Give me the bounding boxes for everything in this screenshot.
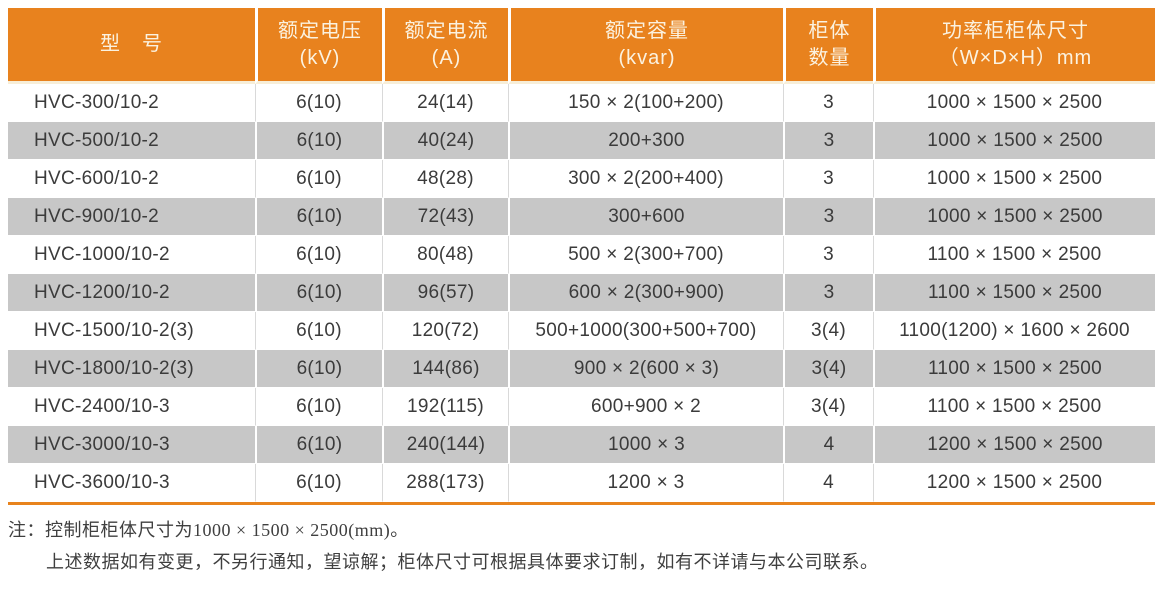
cell-cabinet-count: 3(4) [783, 388, 873, 426]
table-row: HVC-600/10-2 6(10) 48(28) 300 × 2(200+400) 3… [8, 160, 1155, 198]
spec-table: 型 号额定电压 (kV) 额定电流 (A) 额定容量 (kvar) 柜体 数量 功率柜柜体尺寸（… [8, 8, 1155, 502]
cell-cabinet-count: 3 [783, 236, 873, 274]
cell-rated-current: 48(28) [382, 160, 508, 198]
cell-model: HVC-3600/10-3 [8, 464, 255, 502]
header-row: 型 号额定电压 (kV) 额定电流 (A) 额定容量 (kvar) 柜体 数量 功率柜柜体尺寸（… [8, 8, 1155, 84]
cell-cabinet-count: 3(4) [783, 312, 873, 350]
cell-model: HVC-1000/10-2 [8, 236, 255, 274]
cell-model: HVC-1800/10-2(3) [8, 350, 255, 388]
table-body: HVC-300/10-2 6(10) 24(14) 150 × 2(100+200) 3… [8, 84, 1155, 502]
cell-rated-voltage: 6(10) [255, 388, 382, 426]
table-row: HVC-2400/10-3 6(10) 192(115) 600+900 × 2 3(4… [8, 388, 1155, 426]
cell-cabinet-size: 1000 × 1500 × 2500 [873, 160, 1155, 198]
table-row: HVC-1000/10-2 6(10) 80(48) 500 × 2(300+700)… [8, 236, 1155, 274]
cell-cabinet-count: 3 [783, 160, 873, 198]
cell-cabinet-size: 1100 × 1500 × 2500 [873, 236, 1155, 274]
cell-rated-current: 96(57) [382, 274, 508, 312]
cell-model: HVC-3000/10-3 [8, 426, 255, 464]
cell-cabinet-size: 1000 × 1500 × 2500 [873, 122, 1155, 160]
cell-cabinet-count: 3 [783, 122, 873, 160]
cell-model: HVC-1200/10-2 [8, 274, 255, 312]
cell-cabinet-count: 3 [783, 198, 873, 236]
column-header-model: 型 号 [8, 8, 255, 84]
catalog-page: 型 号额定电压 (kV) 额定电流 (A) 额定容量 (kvar) 柜体 数量 功率柜柜体尺寸（… [8, 8, 1155, 574]
cell-rated-capacity: 500 × 2(300+700) [508, 236, 783, 274]
cell-rated-voltage: 6(10) [255, 236, 382, 274]
cell-rated-voltage: 6(10) [255, 274, 382, 312]
column-header-cabinet-count: 柜体 数量 [783, 8, 873, 84]
cell-cabinet-size: 1000 × 1500 × 2500 [873, 198, 1155, 236]
cell-rated-capacity: 300 × 2(200+400) [508, 160, 783, 198]
cell-rated-voltage: 6(10) [255, 198, 382, 236]
cell-rated-current: 144(86) [382, 350, 508, 388]
cell-rated-current: 240(144) [382, 426, 508, 464]
table-row: HVC-3600/10-3 6(10) 288(173) 1200 × 3 4 1200 … [8, 464, 1155, 502]
cell-rated-current: 72(43) [382, 198, 508, 236]
cell-rated-voltage: 6(10) [255, 350, 382, 388]
cell-model: HVC-900/10-2 [8, 198, 255, 236]
cell-model: HVC-2400/10-3 [8, 388, 255, 426]
table-row: HVC-1200/10-2 6(10) 96(57) 600 × 2(300+900)… [8, 274, 1155, 312]
cell-rated-voltage: 6(10) [255, 312, 382, 350]
cell-cabinet-count: 3(4) [783, 350, 873, 388]
cell-cabinet-size: 1100 × 1500 × 2500 [873, 388, 1155, 426]
table-row: HVC-300/10-2 6(10) 24(14) 150 × 2(100+200) 3… [8, 84, 1155, 122]
cell-rated-voltage: 6(10) [255, 426, 382, 464]
spec-table-wrap: 型 号额定电压 (kV) 额定电流 (A) 额定容量 (kvar) 柜体 数量 功率柜柜体尺寸（… [8, 8, 1155, 505]
cell-cabinet-size: 1100 × 1500 × 2500 [873, 350, 1155, 388]
cell-rated-capacity: 600 × 2(300+900) [508, 274, 783, 312]
cell-cabinet-size: 1000 × 1500 × 2500 [873, 84, 1155, 122]
cell-rated-current: 120(72) [382, 312, 508, 350]
table-row: HVC-1500/10-2(3) 6(10) 120(72) 500+1000(300… [8, 312, 1155, 350]
cell-rated-current: 288(173) [382, 464, 508, 502]
cell-rated-capacity: 200+300 [508, 122, 783, 160]
column-header-rated-voltage: 额定电压 (kV) [255, 8, 382, 84]
cell-rated-capacity: 1200 × 3 [508, 464, 783, 502]
cell-cabinet-count: 4 [783, 464, 873, 502]
cell-rated-capacity: 900 × 2(600 × 3) [508, 350, 783, 388]
cell-model: HVC-1500/10-2(3) [8, 312, 255, 350]
cell-rated-capacity: 500+1000(300+500+700) [508, 312, 783, 350]
cell-cabinet-count: 3 [783, 274, 873, 312]
note-line-2: 上述数据如有变更，不另行通知，望谅解；柜体尺寸可根据具体要求订制，如有不详请与本… [46, 552, 879, 572]
cell-cabinet-size: 1100 × 1500 × 2500 [873, 274, 1155, 312]
table-row: HVC-900/10-2 6(10) 72(43) 300+600 3 1000 × 15… [8, 198, 1155, 236]
column-header-cabinet-size: 功率柜柜体尺寸 （W×D×H）mm [873, 8, 1155, 84]
cell-rated-current: 40(24) [382, 122, 508, 160]
table-row: HVC-1800/10-2(3) 6(10) 144(86) 900 × 2(600 … [8, 350, 1155, 388]
notes: 注：控制柜柜体尺寸为1000 × 1500 × 2500(mm)。 上述数据如有… [8, 518, 1155, 574]
cell-cabinet-size: 1100(1200) × 1600 × 2600 [873, 312, 1155, 350]
cell-rated-voltage: 6(10) [255, 122, 382, 160]
cell-rated-voltage: 6(10) [255, 160, 382, 198]
table-row: HVC-500/10-2 6(10) 40(24) 200+300 3 1000 × 15… [8, 122, 1155, 160]
cell-rated-capacity: 150 × 2(100+200) [508, 84, 783, 122]
cell-rated-current: 24(14) [382, 84, 508, 122]
cell-cabinet-count: 3 [783, 84, 873, 122]
table-row: HVC-3000/10-3 6(10) 240(144) 1000 × 3 4 1200 … [8, 426, 1155, 464]
cell-rated-capacity: 300+600 [508, 198, 783, 236]
note-line-1: 注：控制柜柜体尺寸为1000 × 1500 × 2500(mm)。 [8, 520, 409, 540]
cell-cabinet-size: 1200 × 1500 × 2500 [873, 426, 1155, 464]
cell-rated-current: 192(115) [382, 388, 508, 426]
cell-rated-capacity: 1000 × 3 [508, 426, 783, 464]
cell-rated-current: 80(48) [382, 236, 508, 274]
cell-rated-capacity: 600+900 × 2 [508, 388, 783, 426]
cell-cabinet-size: 1200 × 1500 × 2500 [873, 464, 1155, 502]
cell-model: HVC-600/10-2 [8, 160, 255, 198]
column-header-rated-current: 额定电流 (A) [382, 8, 508, 84]
cell-model: HVC-500/10-2 [8, 122, 255, 160]
cell-model: HVC-300/10-2 [8, 84, 255, 122]
cell-cabinet-count: 4 [783, 426, 873, 464]
cell-rated-voltage: 6(10) [255, 84, 382, 122]
column-header-rated-capacity: 额定容量 (kvar) [508, 8, 783, 84]
cell-rated-voltage: 6(10) [255, 464, 382, 502]
